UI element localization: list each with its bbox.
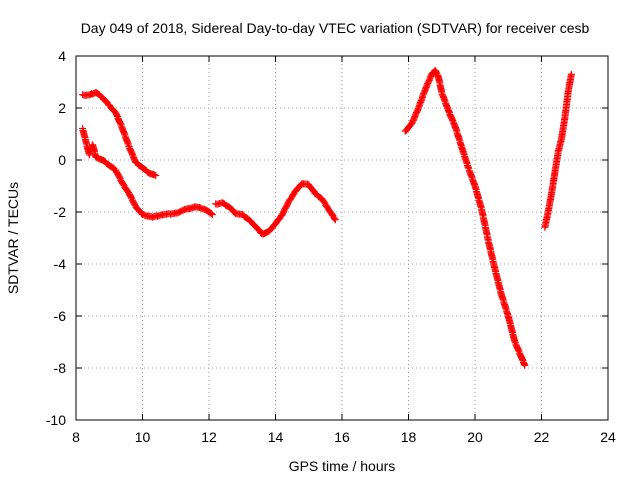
y-tick-label: -8 — [54, 360, 67, 376]
data-point — [521, 361, 529, 369]
x-tick-label: 10 — [135, 429, 151, 445]
data-point — [308, 186, 316, 194]
x-axis-label: GPS time / hours — [289, 458, 396, 474]
x-tick-label: 18 — [401, 429, 417, 445]
data-point — [207, 209, 215, 217]
x-tick-label: 14 — [268, 429, 284, 445]
x-tick-label: 8 — [72, 429, 80, 445]
data-point — [331, 215, 339, 223]
y-tick-label: -4 — [54, 256, 67, 272]
data-point — [151, 171, 159, 179]
data-point — [567, 70, 575, 78]
series-segment-1-upper — [79, 89, 160, 180]
y-tick-label: 0 — [58, 152, 66, 168]
data-point — [328, 211, 336, 219]
y-tick-label: -10 — [46, 412, 66, 428]
data-point — [152, 172, 160, 180]
series-segment-2 — [212, 180, 339, 238]
x-tick-label: 24 — [600, 429, 616, 445]
x-tick-label: 20 — [467, 429, 483, 445]
series-segment-3 — [401, 66, 529, 369]
y-axis-label: SDTVAR / TECUs — [5, 182, 21, 294]
data-point — [208, 211, 216, 219]
y-tick-label: -2 — [54, 204, 67, 220]
data-point — [119, 180, 127, 188]
data-marks — [79, 66, 575, 369]
x-tick-label: 22 — [534, 429, 550, 445]
data-point — [116, 173, 124, 181]
data-point — [331, 216, 339, 224]
y-tick-label: 4 — [58, 48, 66, 64]
series-segment-1-lower — [79, 124, 216, 221]
data-point — [127, 193, 135, 201]
y-tick-label: 2 — [58, 100, 66, 116]
x-tick-label: 16 — [334, 429, 350, 445]
series-segment-4 — [541, 70, 575, 231]
chart-title: Day 049 of 2018, Sidereal Day-to-day VTE… — [81, 20, 590, 36]
x-tick-label: 12 — [201, 429, 217, 445]
y-tick-label: -6 — [54, 308, 67, 324]
data-point — [320, 198, 328, 206]
